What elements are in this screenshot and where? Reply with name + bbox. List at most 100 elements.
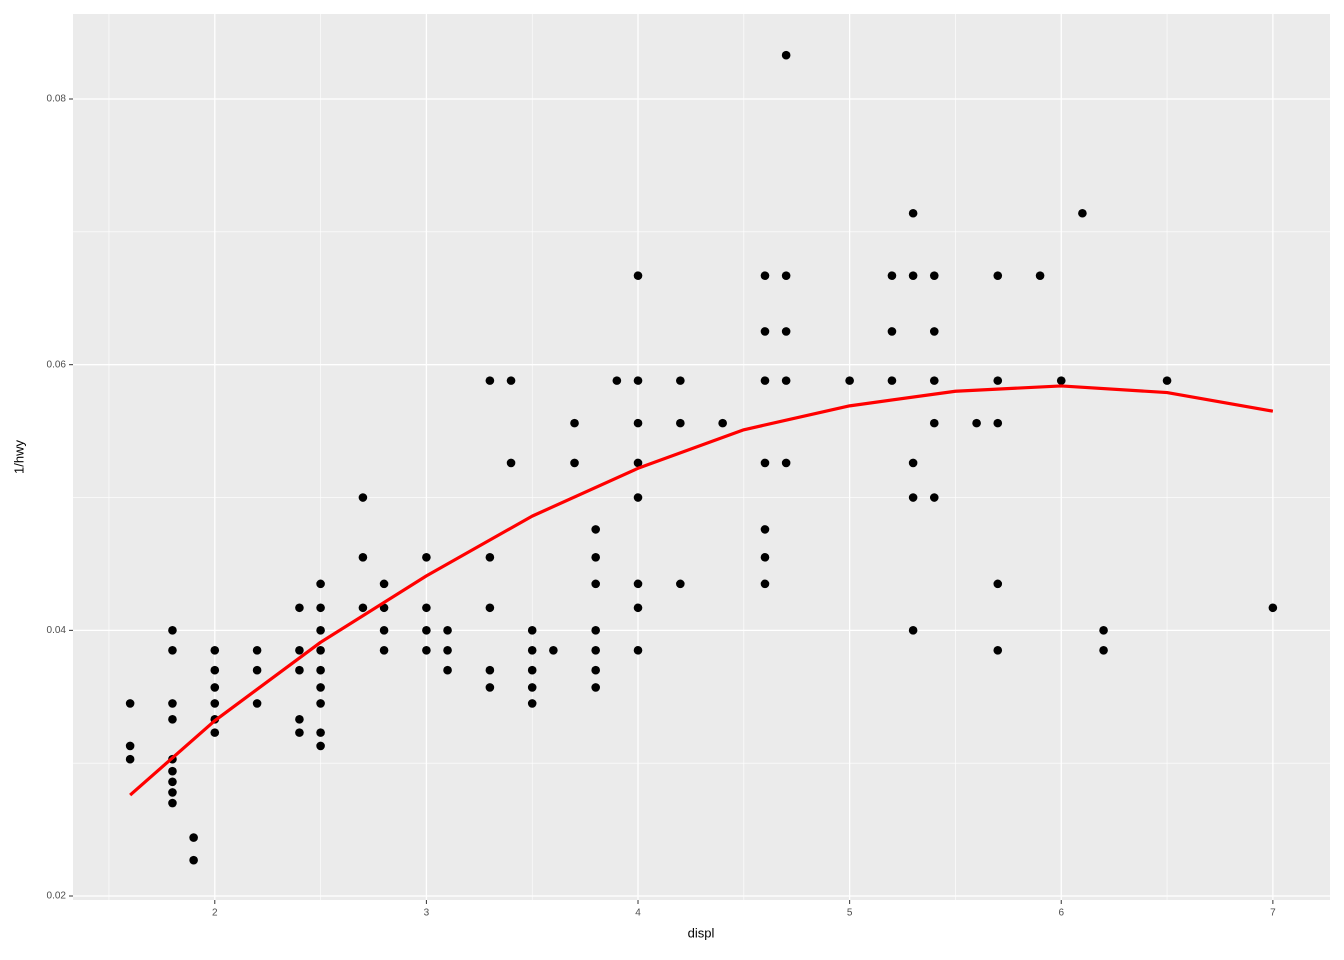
point <box>993 376 1003 385</box>
point <box>718 418 727 428</box>
x-tick-label: 5 <box>847 908 853 919</box>
point <box>845 376 854 385</box>
point <box>210 699 220 708</box>
point <box>633 271 643 280</box>
point <box>295 665 304 675</box>
point <box>781 271 791 280</box>
point <box>210 665 220 675</box>
point <box>316 579 325 589</box>
point <box>316 665 325 675</box>
point <box>993 579 1003 589</box>
point <box>316 683 325 692</box>
point <box>612 376 622 385</box>
point <box>929 493 939 502</box>
point <box>781 50 791 60</box>
point <box>929 418 939 428</box>
point <box>781 376 791 385</box>
point <box>443 626 452 635</box>
y-tick-label: 0.08 <box>47 94 67 105</box>
point <box>358 493 368 502</box>
point <box>379 626 389 635</box>
point <box>760 458 770 468</box>
point <box>760 552 770 562</box>
fit-line <box>129 384 1274 797</box>
point <box>633 418 643 428</box>
point <box>908 208 918 218</box>
point <box>295 715 304 724</box>
point <box>379 645 389 655</box>
point <box>633 458 643 468</box>
point <box>1162 376 1172 385</box>
point <box>358 603 368 613</box>
point <box>633 579 643 589</box>
point <box>908 493 918 502</box>
point <box>633 645 643 655</box>
point <box>189 855 198 865</box>
point <box>210 683 220 692</box>
point <box>422 626 431 635</box>
point <box>908 271 918 280</box>
point <box>527 626 537 635</box>
point <box>591 645 600 655</box>
y-tick-label: 0.04 <box>47 625 67 636</box>
point <box>676 418 685 428</box>
point <box>908 626 918 635</box>
point <box>295 728 304 737</box>
point <box>422 645 431 655</box>
point <box>125 699 135 708</box>
point <box>485 683 495 692</box>
point <box>591 525 600 534</box>
point <box>168 699 177 708</box>
point <box>887 271 897 280</box>
point <box>887 327 897 336</box>
point <box>485 376 495 385</box>
point <box>210 645 220 655</box>
point <box>316 626 325 635</box>
point <box>676 579 685 589</box>
point <box>570 458 579 468</box>
point <box>760 327 770 336</box>
point <box>887 376 897 385</box>
point <box>168 777 177 787</box>
point <box>295 645 304 655</box>
y-tick-label: 0.06 <box>47 359 67 370</box>
x-tick-label: 2 <box>212 908 218 919</box>
point <box>929 327 939 336</box>
x-tick-label: 3 <box>424 908 430 919</box>
point <box>993 418 1003 428</box>
panel-background <box>73 14 1330 900</box>
point <box>316 741 325 751</box>
point <box>676 376 685 385</box>
point <box>527 683 537 692</box>
point <box>316 645 325 655</box>
point <box>929 376 939 385</box>
point <box>1268 603 1278 613</box>
point <box>570 418 579 428</box>
point <box>760 376 770 385</box>
point <box>591 683 600 692</box>
point <box>633 376 643 385</box>
point <box>210 728 220 737</box>
point <box>908 458 918 468</box>
point <box>506 376 516 385</box>
x-tick-label: 4 <box>635 908 641 919</box>
point <box>379 579 389 589</box>
point <box>168 645 177 655</box>
point <box>760 271 770 280</box>
point <box>591 626 600 635</box>
point <box>443 665 452 675</box>
point <box>189 833 198 842</box>
x-tick-label: 6 <box>1058 908 1064 919</box>
point <box>485 603 495 613</box>
point <box>252 699 262 708</box>
point <box>295 603 304 613</box>
point <box>929 271 939 280</box>
point <box>125 754 135 764</box>
y-tick-label: 0.02 <box>47 891 67 902</box>
point <box>972 418 981 428</box>
point <box>549 645 558 655</box>
x-axis-title: displ <box>688 925 715 940</box>
point <box>527 665 537 675</box>
point <box>168 798 177 808</box>
